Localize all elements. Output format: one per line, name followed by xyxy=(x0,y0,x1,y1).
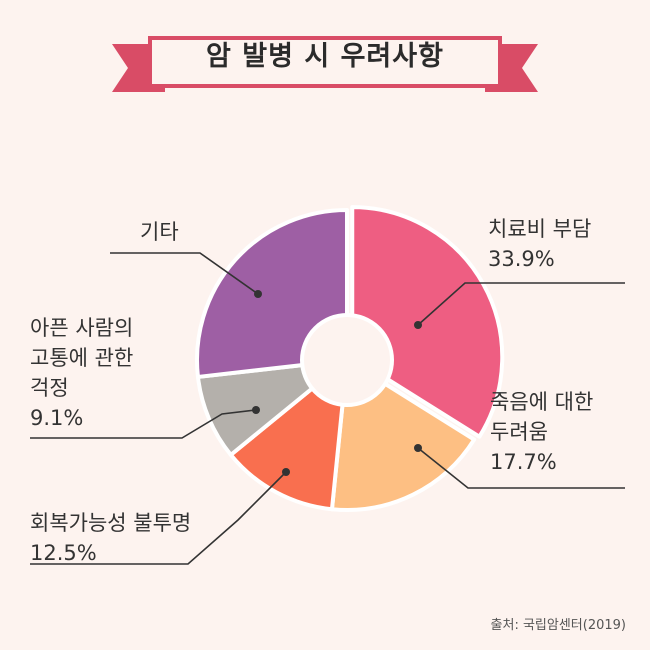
label-recovery-uncertain-text: 회복가능성 불투명 xyxy=(30,511,192,535)
source-note: 출처: 국립암센터(2019) xyxy=(490,618,626,633)
label-fear-of-death: 죽음에 대한 두려움 17.7% xyxy=(490,387,593,477)
slice-recovery-uncertain xyxy=(228,358,349,512)
chart-title: 암 발병 시 우려사항 xyxy=(206,41,444,72)
title-ribbon xyxy=(112,36,538,92)
label-recovery-uncertain-value: 12.5% xyxy=(30,541,97,565)
donut-hole xyxy=(300,313,394,407)
label-patient-pain: 아픈 사람의 고통에 관한 걱정 9.1% xyxy=(30,313,133,433)
label-other-text: 기타 xyxy=(140,220,179,244)
leader-recovery-uncertain-dot xyxy=(282,468,290,476)
leader-other xyxy=(110,252,259,295)
label-recovery-uncertain: 회복가능성 불투명 12.5% xyxy=(30,508,191,568)
leader-fear-of-death xyxy=(417,447,625,489)
leader-recovery-uncertain xyxy=(30,471,287,565)
leader-lines xyxy=(30,252,625,565)
leader-treatment-cost xyxy=(417,282,625,326)
ribbon-center xyxy=(148,36,502,88)
label-patient-pain-line1: 아픈 사람의 xyxy=(30,316,134,340)
label-treatment-cost-value: 33.9% xyxy=(488,247,555,271)
label-patient-pain-line3: 걱정 xyxy=(30,376,69,400)
label-fear-of-death-line1: 죽음에 대한 xyxy=(490,390,594,414)
label-other: 기타 xyxy=(140,217,179,247)
label-fear-of-death-value: 17.7% xyxy=(490,450,557,474)
label-fear-of-death-line2: 두려움 xyxy=(490,420,548,444)
label-treatment-cost: 치료비 부담 33.9% xyxy=(488,214,591,274)
leader-other-dot xyxy=(254,290,262,298)
label-patient-pain-value: 9.1% xyxy=(30,406,84,430)
leader-patient-pain-dot xyxy=(252,406,260,414)
leader-fear-of-death-dot xyxy=(414,444,422,452)
label-treatment-cost-text: 치료비 부담 xyxy=(488,217,592,241)
leader-treatment-cost-dot xyxy=(414,321,422,329)
label-patient-pain-line2: 고통에 관한 xyxy=(30,346,134,370)
leader-patient-pain xyxy=(30,409,257,439)
